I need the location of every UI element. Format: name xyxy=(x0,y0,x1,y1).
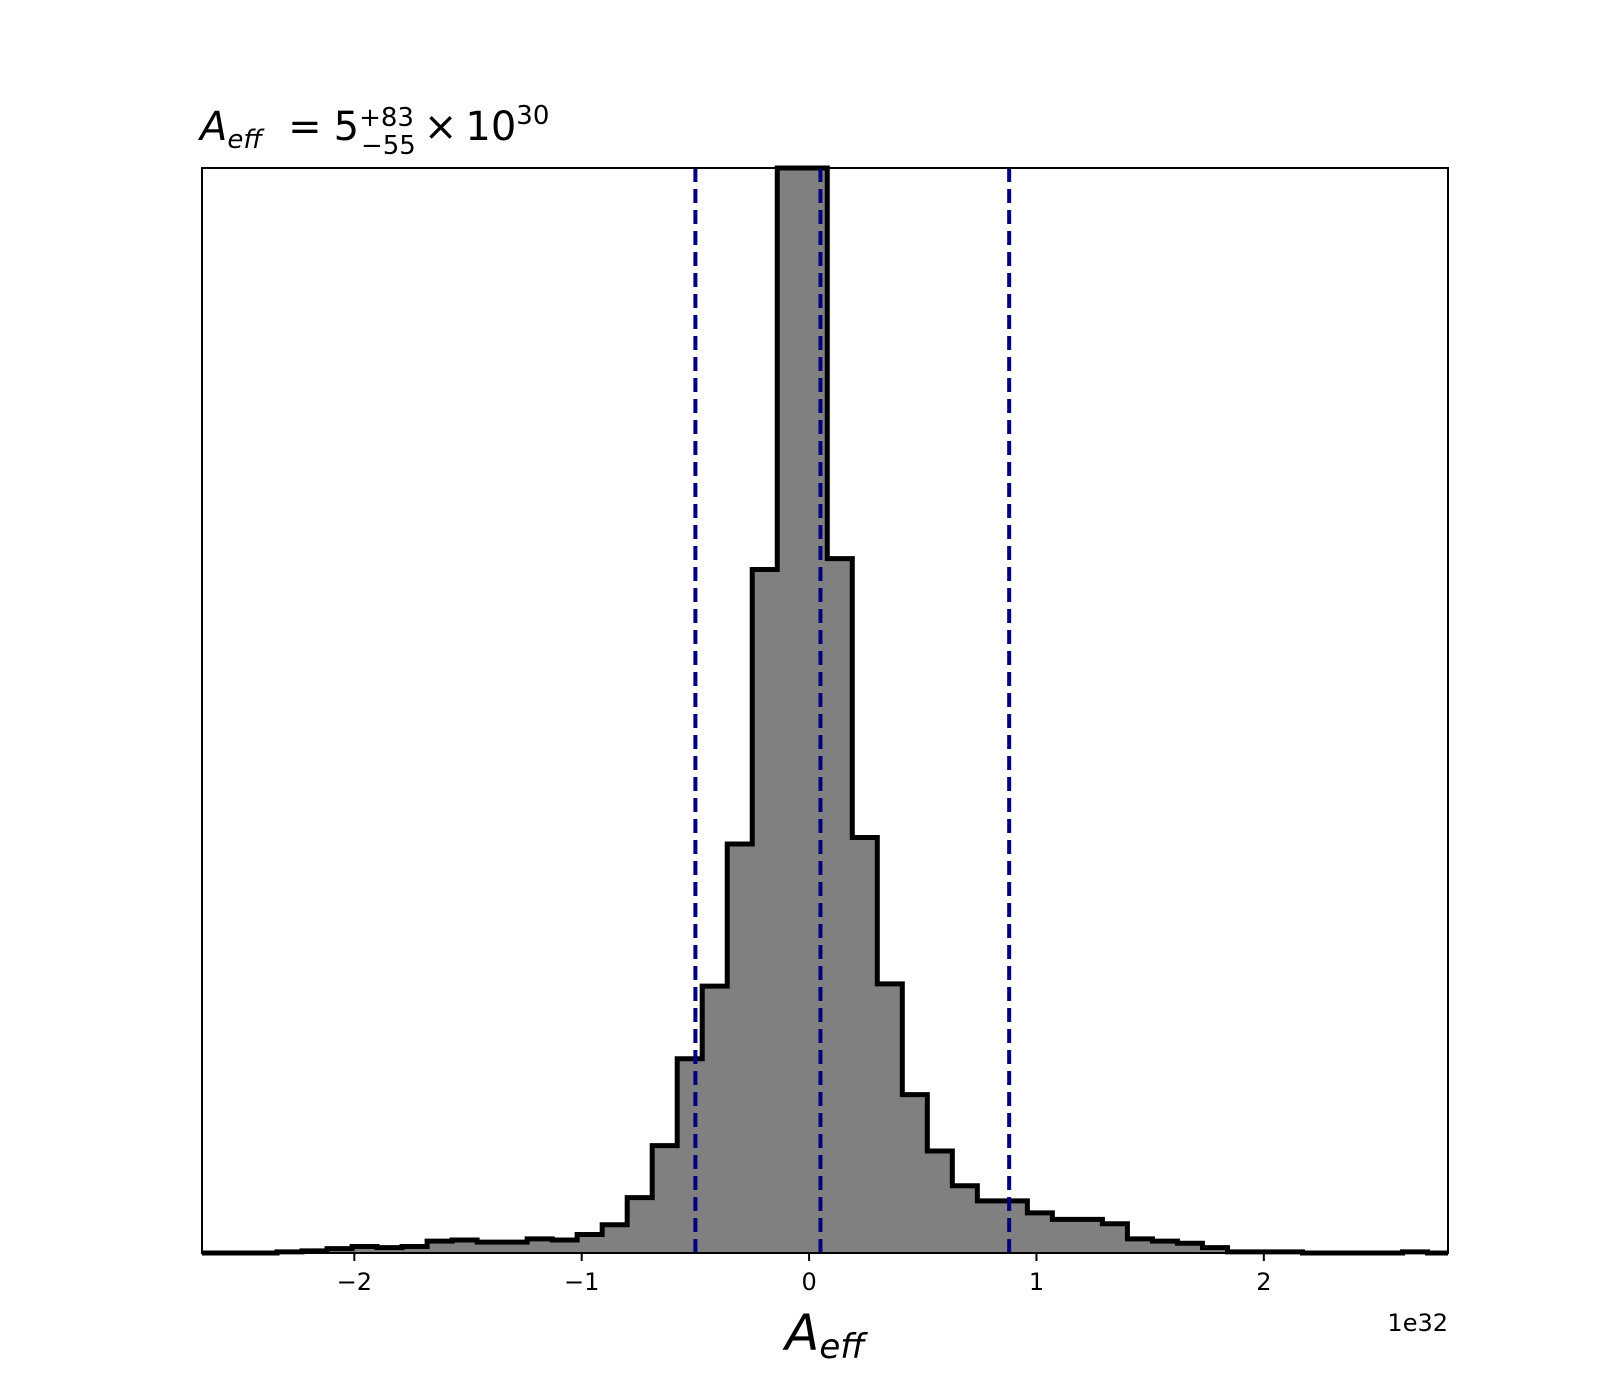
title-symbol-subscript: eff xyxy=(227,125,265,155)
histogram-bar xyxy=(1202,1247,1228,1253)
histogram-bar xyxy=(452,1239,478,1253)
x-tick-label: 1 xyxy=(1029,1268,1044,1296)
histogram-bar xyxy=(1077,1219,1103,1253)
histogram-bar xyxy=(502,1242,528,1253)
title-exponent: 30 xyxy=(516,101,549,131)
x-tick-label: 2 xyxy=(1256,1268,1271,1296)
title-median: 5 xyxy=(334,104,359,150)
histogram-bar xyxy=(677,1058,703,1253)
x-axis-ticks: −2 −1 0 1 2 xyxy=(337,1253,1271,1296)
histogram-bar xyxy=(402,1246,428,1253)
title-base: 10 xyxy=(465,104,516,150)
histogram-bar xyxy=(777,168,803,1253)
histogram-bar xyxy=(952,1185,978,1253)
histogram-bars xyxy=(277,168,1429,1253)
histogram-bar xyxy=(1027,1212,1053,1253)
histogram-bar xyxy=(1052,1219,1078,1253)
histogram-bar xyxy=(1177,1243,1203,1253)
title-times: × xyxy=(424,104,458,150)
histogram-bar xyxy=(1102,1223,1128,1253)
histogram-bar xyxy=(852,837,878,1253)
histogram-bar xyxy=(727,843,753,1253)
plot-frame xyxy=(201,167,1449,1254)
histogram-bar xyxy=(927,1151,953,1253)
histogram-bar xyxy=(702,986,728,1253)
x-axis-label-subscript: eff xyxy=(819,1327,868,1367)
quantile-lines xyxy=(693,168,1012,1253)
x-tick-label: −2 xyxy=(337,1268,372,1296)
histogram-bar xyxy=(802,168,828,1253)
x-axis-label-symbol: A xyxy=(782,1304,819,1362)
histogram-bar xyxy=(527,1238,553,1253)
histogram-bar xyxy=(1152,1241,1178,1253)
histogram-bar xyxy=(352,1246,378,1253)
histogram-bar xyxy=(427,1241,453,1253)
title-equals: = xyxy=(288,104,322,150)
chart-title: Aeff = 5+83 −55 × 1030 xyxy=(197,101,549,161)
title-symbol: A xyxy=(197,104,227,150)
histogram-bar xyxy=(827,558,853,1253)
histogram-bar xyxy=(902,1094,928,1253)
histogram-bar xyxy=(577,1234,603,1253)
title-minus-error: −55 xyxy=(361,131,416,161)
histogram-bar xyxy=(552,1239,578,1253)
histogram-bar xyxy=(752,569,778,1253)
histogram-bar xyxy=(877,983,903,1253)
histogram-bar xyxy=(1127,1238,1153,1253)
x-tick-label: −1 xyxy=(564,1268,599,1296)
histogram-bar xyxy=(602,1224,628,1253)
histogram-bar xyxy=(627,1197,653,1253)
x-axis-label: Aeff xyxy=(782,1304,868,1367)
histogram-bar xyxy=(377,1247,403,1253)
histogram-bar xyxy=(977,1200,1003,1253)
histogram-bar xyxy=(477,1242,503,1253)
histogram-bar xyxy=(1002,1200,1028,1253)
x-axis-offset-text: 1e32 xyxy=(1387,1309,1448,1337)
x-tick-label: 0 xyxy=(801,1268,816,1296)
title-plus-error: +83 xyxy=(359,103,414,133)
histogram-bar xyxy=(652,1145,678,1253)
